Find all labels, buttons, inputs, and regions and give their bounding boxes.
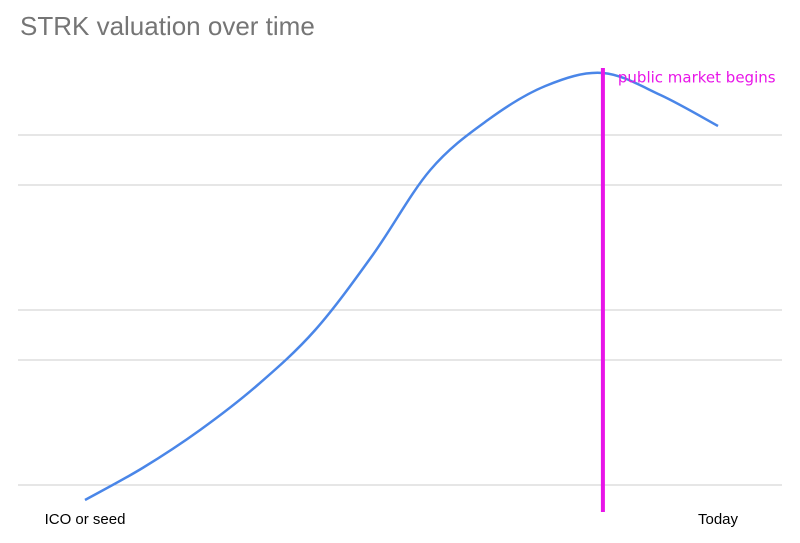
- line-series: [84, 71, 719, 502]
- x-tick-label: Today: [698, 511, 739, 528]
- chart-title: STRK valuation over time: [20, 11, 315, 41]
- x-tick-label: ICO or seed: [45, 511, 126, 528]
- annotation: public market begins: [618, 69, 776, 87]
